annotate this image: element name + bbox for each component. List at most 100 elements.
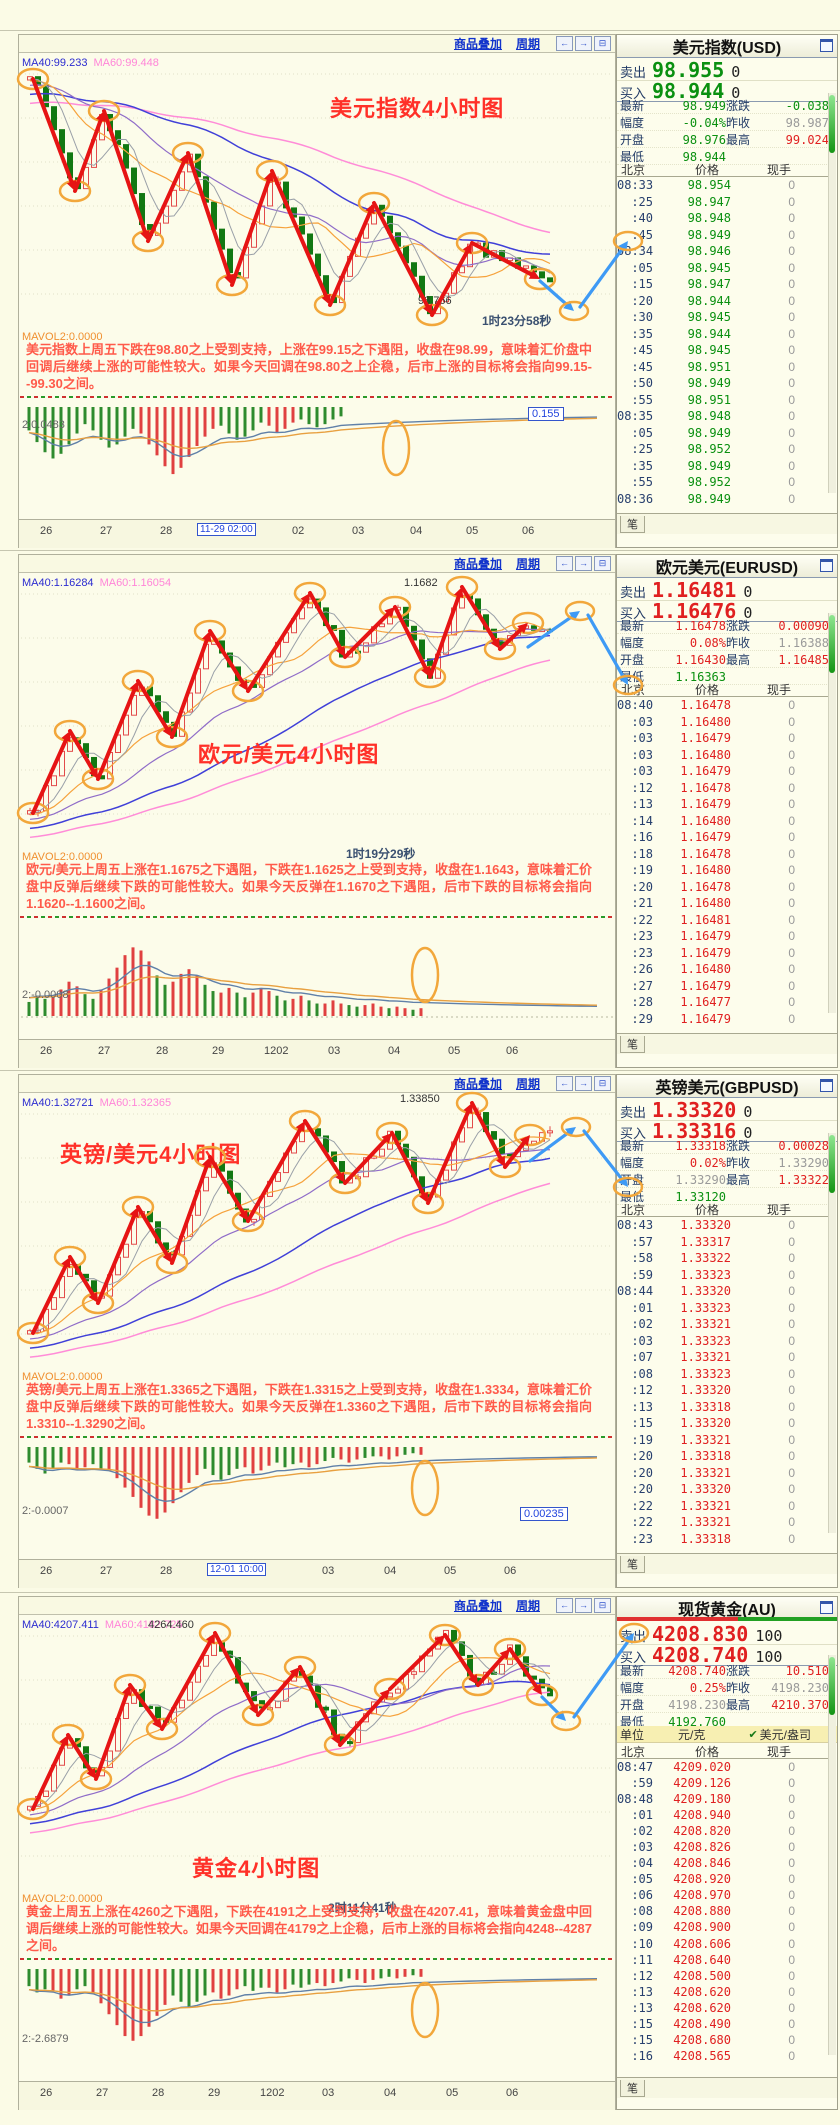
overlay-link[interactable]: 商品叠加 xyxy=(453,37,502,51)
tick-row: :59 1.33323 0 xyxy=(631,1267,795,1282)
tick-row: 08:44 1.33320 0 xyxy=(617,1284,795,1299)
quote-scrollbar[interactable] xyxy=(828,1133,836,1533)
candlestick-chart xyxy=(21,1107,613,1358)
overlay-link[interactable]: 商品叠加 xyxy=(453,557,502,571)
analysis-text: 美元指数上周五下跌在98.80之上受到支持，上涨在99.15之下遇阻，收盘在98… xyxy=(26,342,592,391)
period-link[interactable]: 周期 xyxy=(515,1077,540,1091)
tick-tab[interactable]: 笔 xyxy=(620,2080,645,2097)
tick-row: :13 4208.620 0 xyxy=(631,1984,795,1999)
period-link[interactable]: 周期 xyxy=(515,37,540,51)
tick-tab[interactable]: 笔 xyxy=(620,516,645,533)
stats-row: 最新 98.949 涨跌 -0.038 xyxy=(617,97,829,114)
scroll-left-icon[interactable]: ← xyxy=(556,1076,573,1091)
tick-tab[interactable]: 笔 xyxy=(620,1036,645,1053)
axis-tick: 27 xyxy=(100,1565,113,1577)
tick-row: :15 4208.490 0 xyxy=(631,2016,795,2031)
sell-price: 98.955 xyxy=(652,58,725,82)
axis-tick: 04 xyxy=(410,525,423,537)
price-column-header: 价格 xyxy=(695,1745,720,1759)
period-link[interactable]: 周期 xyxy=(515,1599,540,1613)
scroll-right-icon[interactable]: → xyxy=(575,36,592,51)
overlay-link[interactable]: 商品叠加 xyxy=(453,1599,502,1613)
scroll-left-icon[interactable]: ← xyxy=(556,556,573,571)
macd-indicator xyxy=(21,946,613,1018)
tick-row: 08:43 1.33320 0 xyxy=(617,1218,795,1233)
chart-watermark-title: 英镑/美元4小时图 xyxy=(60,1142,242,1167)
tick-row: :08 1.33323 0 xyxy=(631,1366,795,1381)
stats-row: 最低 98.944 xyxy=(617,148,829,165)
check-icon: ✔ xyxy=(748,1728,758,1741)
indicator-value-label: 2:0.0483 xyxy=(22,419,65,431)
instrument-name: 现货黄金(AU) xyxy=(678,1602,776,1619)
quote-scrollbar[interactable] xyxy=(828,1655,836,2055)
zero-line-separator xyxy=(20,1958,612,1960)
scrollbar-thumb[interactable] xyxy=(829,95,835,153)
tick-row: 08:47 4209.020 0 xyxy=(617,1760,795,1775)
tick-row: :08 4208.880 0 xyxy=(631,1904,795,1919)
unit-option-cny[interactable]: 元/克 xyxy=(678,1727,706,1742)
tick-row: 08:34 98.946 0 xyxy=(617,244,795,259)
unit-option-usd[interactable]: ✔ 美元/盎司 xyxy=(748,1727,811,1742)
period-link[interactable]: 周期 xyxy=(515,557,540,571)
scroll-left-icon[interactable]: ← xyxy=(556,1598,573,1613)
axis-tick: 04 xyxy=(384,1565,397,1577)
bar-countdown: 1时19分29秒 xyxy=(346,847,416,861)
compress-icon[interactable]: ⊟ xyxy=(594,1598,611,1613)
scrollbar-thumb[interactable] xyxy=(829,1135,835,1193)
tick-row: :29 1.16479 0 xyxy=(631,1011,795,1026)
tick-row: :40 98.948 0 xyxy=(631,211,795,226)
tick-list: 08:43 1.33320 0:57 1.33317 0:58 1.33322 0:59 1.… xyxy=(617,1217,829,1547)
tick-row: :26 1.16480 0 xyxy=(631,962,795,977)
sell-row: 卖出 1.16481 0 xyxy=(617,578,837,602)
tick-row: :22 1.33321 0 xyxy=(631,1498,795,1513)
buy-price: 1.33316 xyxy=(652,1119,737,1143)
stats-grid: 最新 4208.740 涨跌 10.510 幅度 0.25% 昨收 4198.230 开盘 419… xyxy=(617,1662,829,1730)
tick-row: :02 1.33321 0 xyxy=(631,1317,795,1332)
maximize-icon[interactable] xyxy=(820,1601,833,1614)
stats-row: 最新 4208.740 涨跌 10.510 xyxy=(617,1662,829,1679)
tick-row: :15 98.947 0 xyxy=(631,277,795,292)
sell-label: 卖出 xyxy=(620,585,647,600)
stats-row: 幅度 -0.04% 昨收 98.987 xyxy=(617,114,829,131)
instrument-name: 英镑美元(GBPUSD) xyxy=(655,1080,799,1097)
tick-row: :16 1.16479 0 xyxy=(631,830,795,845)
scroll-right-icon[interactable]: → xyxy=(575,1598,592,1613)
tick-row: :23 1.16479 0 xyxy=(631,929,795,944)
price-extreme-label: 98.766 xyxy=(418,295,452,307)
tick-tab[interactable]: 笔 xyxy=(620,1556,645,1573)
compress-icon[interactable]: ⊟ xyxy=(594,556,611,571)
tick-row: :27 1.16479 0 xyxy=(631,978,795,993)
maximize-icon[interactable] xyxy=(820,559,833,572)
axis-tick: 03 xyxy=(322,2087,335,2099)
maximize-icon[interactable] xyxy=(820,1079,833,1092)
maximize-icon[interactable] xyxy=(820,39,833,52)
tick-row: :20 1.33320 0 xyxy=(631,1482,795,1497)
tick-row: :07 1.33321 0 xyxy=(631,1350,795,1365)
axis-tick: 28 xyxy=(156,1045,169,1057)
buy-label: 买入 xyxy=(620,606,647,621)
axis-tick: 28 xyxy=(152,2087,165,2099)
axis-tick: 29 xyxy=(212,1045,225,1057)
scroll-right-icon[interactable]: → xyxy=(575,1076,592,1091)
stats-row: 最新 1.33318 涨跌 0.00028 xyxy=(617,1137,829,1154)
overlay-link[interactable]: 商品叠加 xyxy=(453,1077,502,1091)
quote-scrollbar[interactable] xyxy=(828,613,836,1013)
bar-countdown: 2时11分41秒 xyxy=(328,1901,397,1915)
unit-selector-row: 单位 元/克 ✔ 美元/盎司 xyxy=(617,1726,837,1743)
scroll-right-icon[interactable]: → xyxy=(575,556,592,571)
axis-tick: 26 xyxy=(40,1045,53,1057)
tick-list-header: 北京 价格 现手 xyxy=(617,1743,829,1759)
tick-row: :20 1.16478 0 xyxy=(631,879,795,894)
quote-scrollbar[interactable] xyxy=(828,93,836,493)
compress-icon[interactable]: ⊟ xyxy=(594,36,611,51)
axis-tick: 1202 xyxy=(264,1045,289,1057)
tick-row: :13 1.16479 0 xyxy=(631,797,795,812)
compress-icon[interactable]: ⊟ xyxy=(594,1076,611,1091)
scrollbar-thumb[interactable] xyxy=(829,615,835,673)
tick-row: :02 4208.820 0 xyxy=(631,1824,795,1839)
bar-countdown: 1时23分58秒 xyxy=(482,314,552,328)
scrollbar-thumb[interactable] xyxy=(829,1657,835,1715)
zero-line-separator xyxy=(20,396,612,398)
scroll-left-icon[interactable]: ← xyxy=(556,36,573,51)
